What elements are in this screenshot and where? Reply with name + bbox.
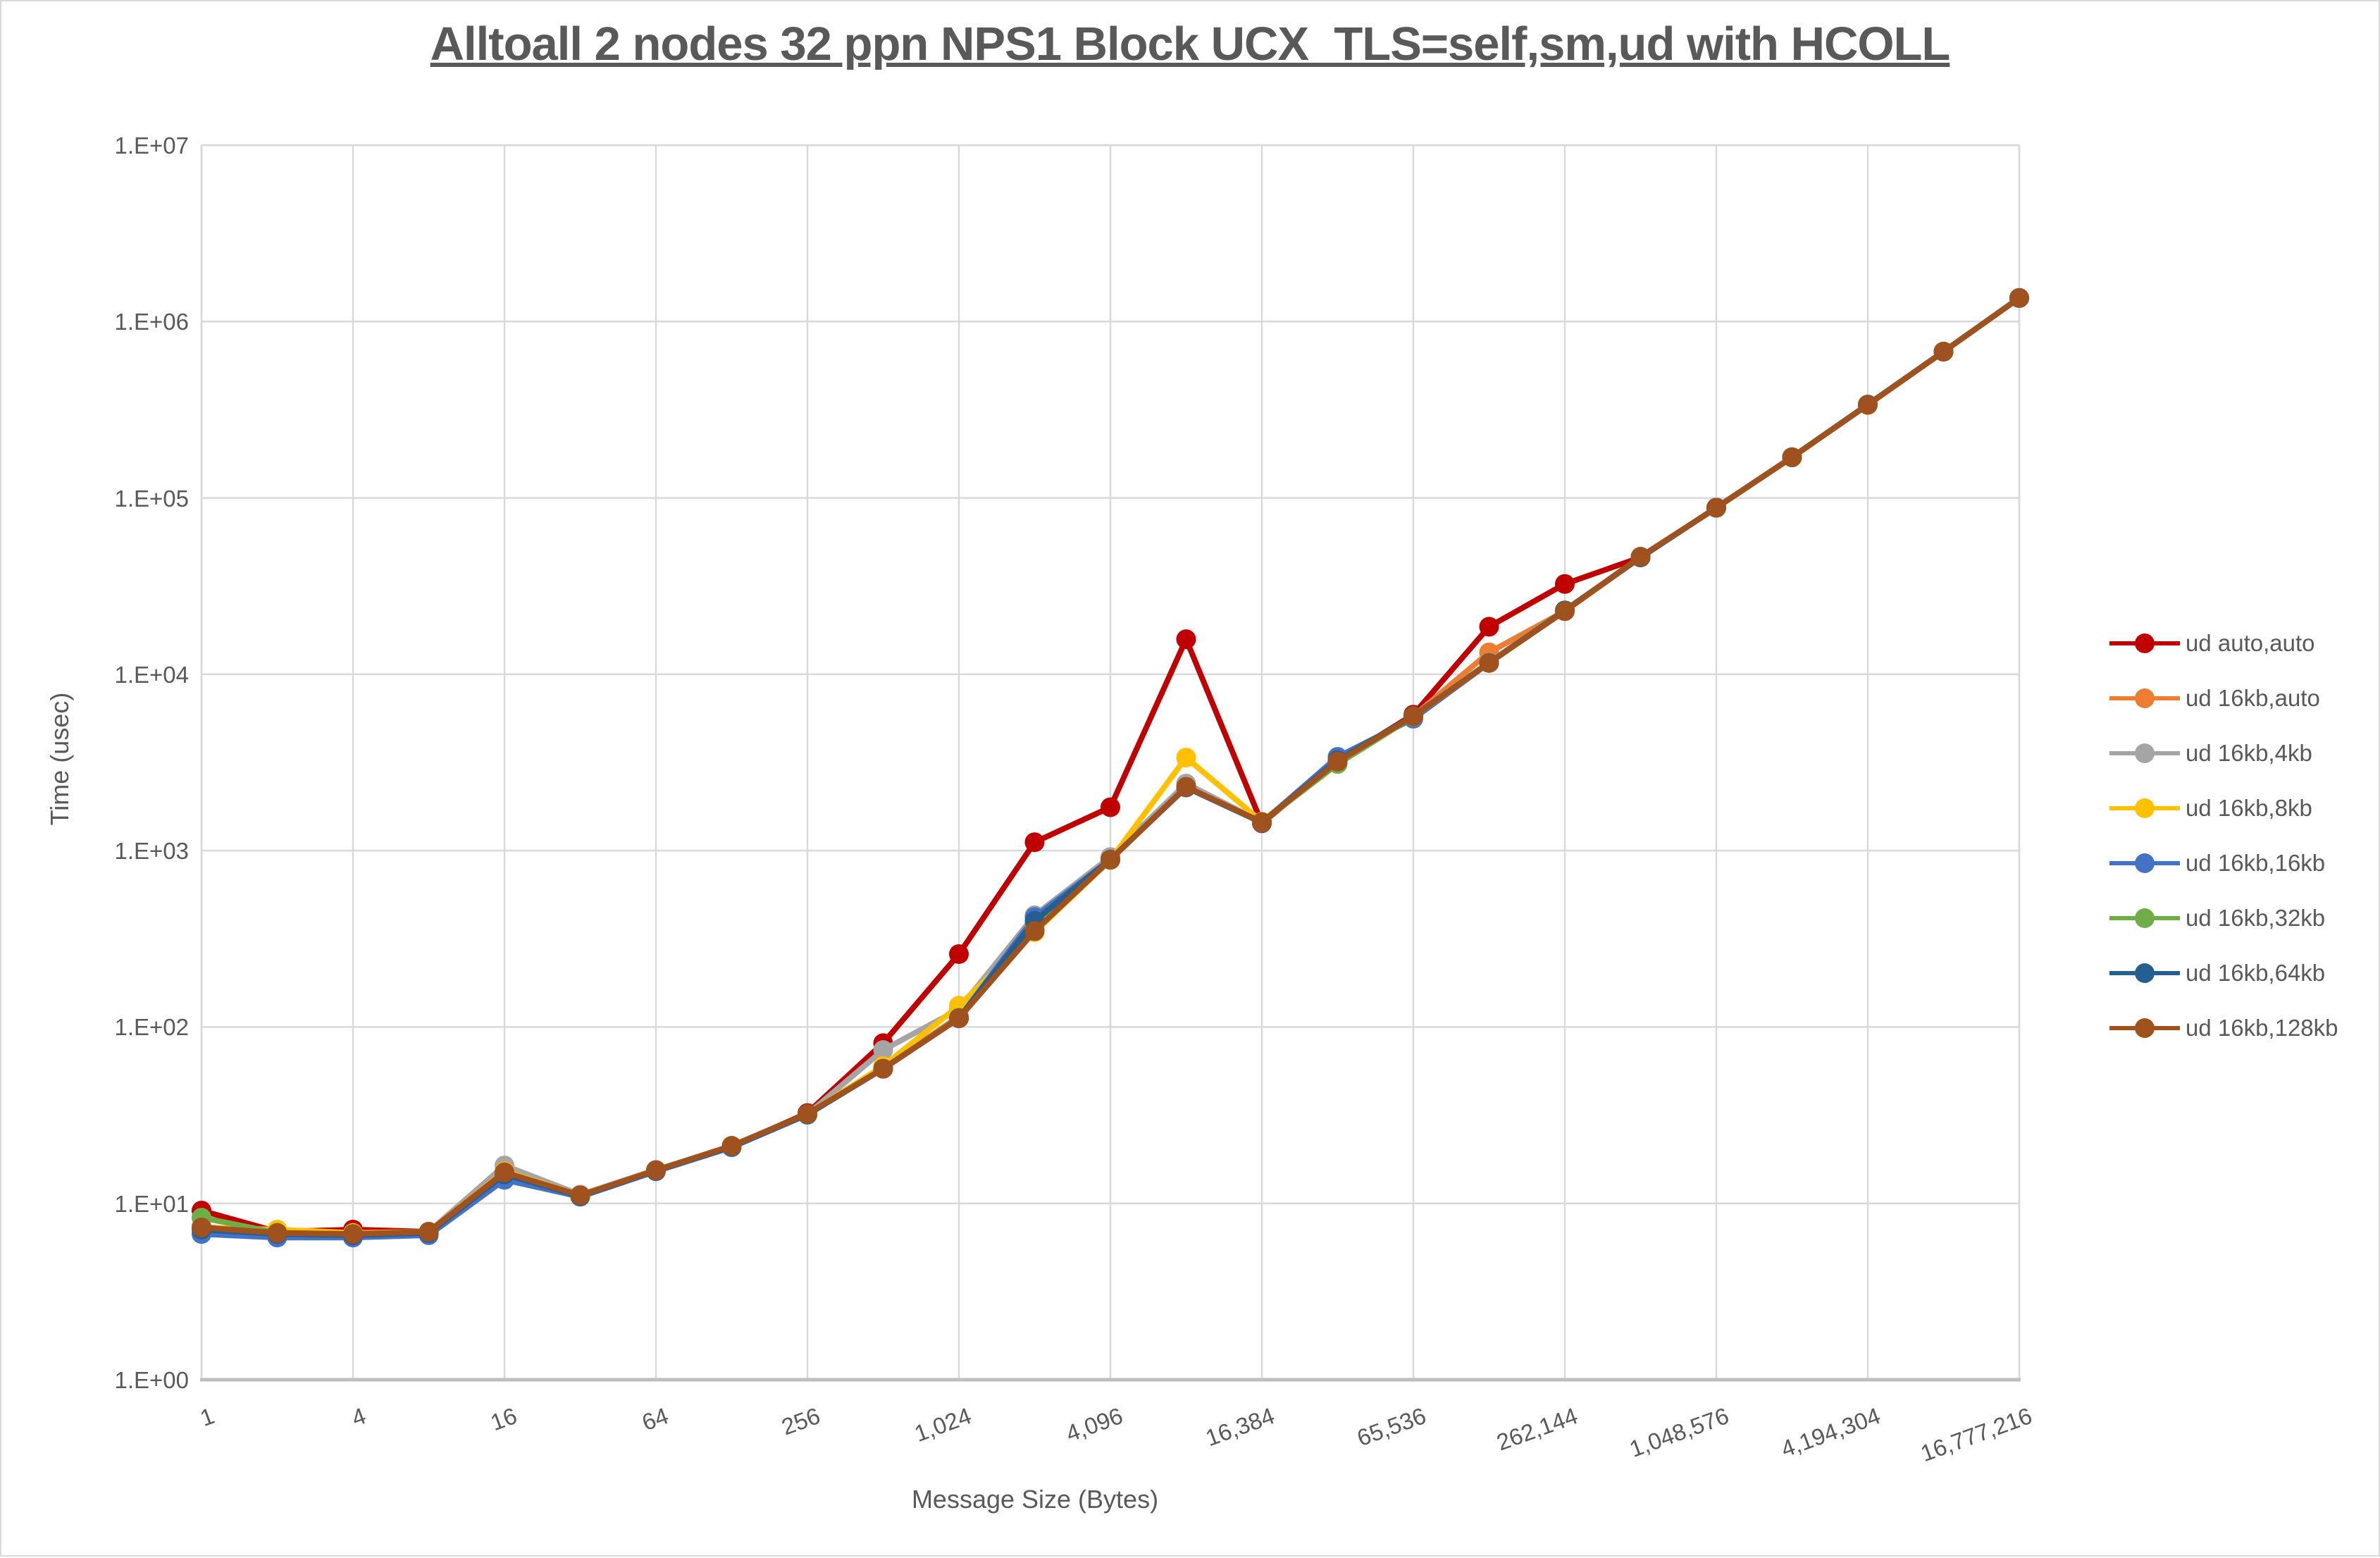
data-point-ud-auto-auto	[949, 944, 969, 964]
data-point-ud-16kb-128kb	[1479, 653, 1499, 673]
legend-label: ud 16kb,auto	[2186, 685, 2320, 711]
y-tick-label: 1.E+07	[114, 132, 189, 159]
data-point-ud-16kb-128kb	[1327, 751, 1348, 772]
data-point-ud-16kb-128kb	[949, 1008, 969, 1029]
data-point-ud-16kb-128kb	[873, 1058, 893, 1079]
legend-marker-icon	[2109, 798, 2180, 818]
legend-label: ud 16kb,16kb	[2186, 850, 2326, 876]
data-point-ud-16kb-128kb	[1933, 342, 1954, 362]
legend-marker-icon	[2109, 1018, 2180, 1038]
data-point-ud-auto-auto	[1101, 797, 1120, 817]
legend-label: ud 16kb,8kb	[2186, 795, 2312, 821]
data-point-ud-16kb-4kb	[873, 1040, 893, 1061]
data-point-ud-16kb-128kb	[646, 1160, 666, 1180]
y-tick-label: 1.E+05	[114, 485, 189, 512]
data-point-ud-16kb-128kb	[495, 1162, 514, 1182]
legend-marker-icon	[2109, 633, 2180, 653]
data-point-ud-auto-auto	[1555, 574, 1575, 594]
data-point-ud-16kb-128kb	[1630, 547, 1651, 567]
data-point-ud-16kb-128kb	[798, 1103, 817, 1124]
legend-marker-icon	[2109, 743, 2180, 763]
y-tick-label: 1.E+06	[114, 309, 189, 335]
legend-item-ud-16kb-4kb: ud 16kb,4kb	[2109, 726, 2338, 781]
legend-item-ud-16kb-8kb: ud 16kb,8kb	[2109, 781, 2338, 836]
y-tick-label: 1.E+03	[114, 838, 189, 865]
data-point-ud-16kb-128kb	[1706, 497, 1726, 518]
data-point-ud-16kb-8kb	[1176, 748, 1196, 768]
data-point-ud-16kb-128kb	[192, 1217, 211, 1237]
legend-marker-icon	[2109, 908, 2180, 928]
legend: ud auto,auto ud 16kb,auto ud 16kb,4kb ud 16…	[2109, 616, 2338, 1056]
legend-label: ud 16kb,128kb	[2186, 1015, 2338, 1041]
data-point-ud-16kb-128kb	[343, 1224, 363, 1244]
legend-item-ud-16kb-64kb: ud 16kb,64kb	[2109, 946, 2338, 1001]
data-point-ud-16kb-128kb	[570, 1185, 590, 1206]
data-point-ud-auto-auto	[1479, 617, 1499, 637]
y-tick-label: 1.E+02	[114, 1014, 189, 1041]
legend-label: ud auto,auto	[2186, 630, 2315, 656]
data-point-ud-16kb-128kb	[419, 1222, 439, 1242]
legend-label: ud 16kb,32kb	[2186, 905, 2326, 931]
x-axis-title: Message Size (Bytes)	[911, 1485, 1159, 1514]
y-axis-title: Time (usec)	[45, 692, 74, 826]
y-tick-label: 1.E+00	[114, 1367, 189, 1393]
y-tick-label: 1.E+04	[114, 661, 189, 688]
legend-marker-icon	[2109, 963, 2180, 983]
legend-marker-icon	[2109, 688, 2180, 708]
legend-marker-icon	[2109, 853, 2180, 873]
legend-item-ud-auto-auto: ud auto,auto	[2109, 616, 2338, 671]
data-point-ud-16kb-128kb	[1024, 921, 1045, 941]
legend-item-ud-16kb-auto: ud 16kb,auto	[2109, 671, 2338, 726]
data-point-ud-16kb-128kb	[721, 1136, 742, 1156]
series-ud-16kb-128kb	[192, 288, 2029, 1244]
y-tick-label: 1.E+01	[114, 1190, 189, 1217]
legend-label: ud 16kb,4kb	[2186, 740, 2312, 766]
chart-title: Alltoall 2 nodes 32 ppn NPS1 Block UCX_T…	[430, 18, 1951, 70]
data-point-ud-16kb-128kb	[1858, 395, 1878, 415]
legend-item-ud-16kb-16kb: ud 16kb,16kb	[2109, 836, 2338, 891]
data-point-ud-16kb-128kb	[2009, 288, 2029, 308]
data-point-ud-auto-auto	[1176, 629, 1196, 650]
legend-label: ud 16kb,64kb	[2186, 960, 2326, 986]
data-point-ud-16kb-128kb	[1403, 706, 1423, 727]
data-point-ud-16kb-128kb	[1176, 777, 1196, 797]
data-point-ud-16kb-128kb	[267, 1223, 287, 1243]
data-point-ud-16kb-128kb	[1555, 601, 1575, 622]
legend-item-ud-16kb-128kb: ud 16kb,128kb	[2109, 1001, 2338, 1056]
legend-item-ud-16kb-32kb: ud 16kb,32kb	[2109, 891, 2338, 946]
data-point-ud-auto-auto	[1024, 832, 1045, 853]
data-point-ud-16kb-128kb	[1782, 447, 1802, 467]
data-point-ud-16kb-128kb	[1101, 850, 1120, 870]
data-point-ud-16kb-128kb	[1252, 812, 1272, 832]
